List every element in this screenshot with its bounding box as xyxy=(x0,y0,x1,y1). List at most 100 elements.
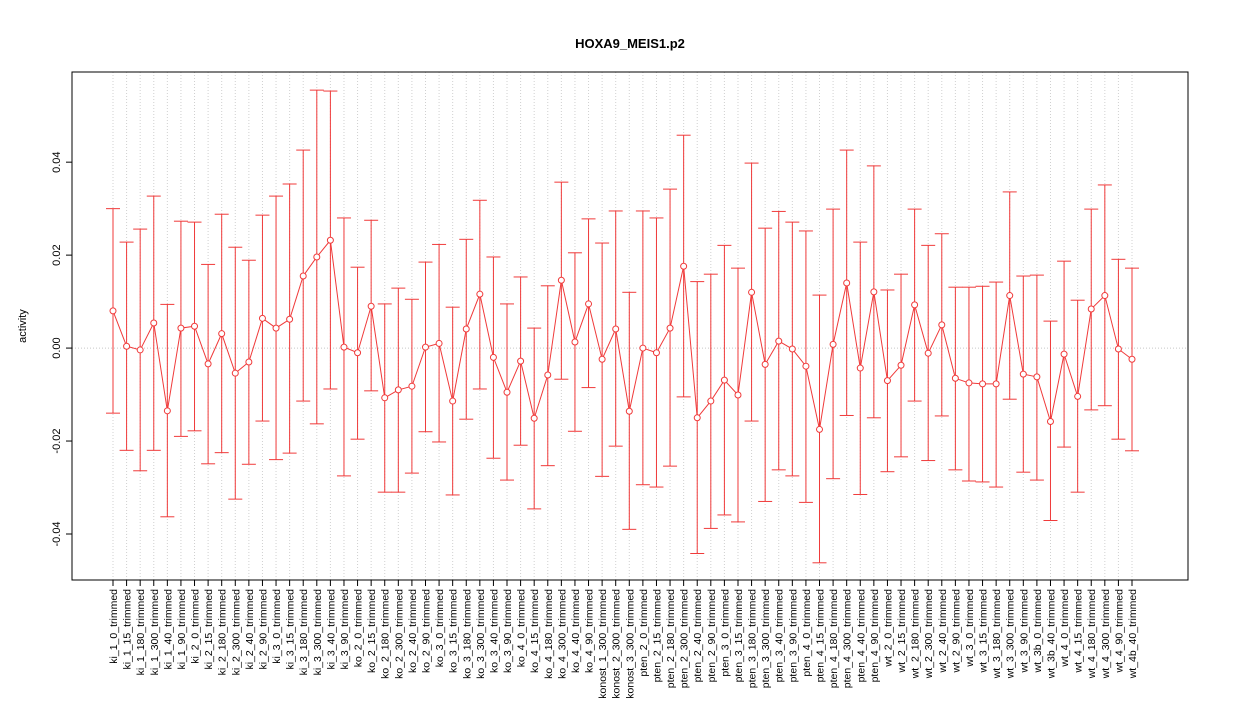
point xyxy=(218,330,226,338)
point xyxy=(1114,345,1122,353)
x-tick-label: wt_4_90_trimmed xyxy=(1113,589,1125,674)
x-tick-label: wt_3b_0_trimmed xyxy=(1032,589,1044,674)
point xyxy=(258,314,266,322)
x-tick-label: ko_2_90_trimmed xyxy=(420,589,432,673)
point xyxy=(924,349,932,357)
point xyxy=(816,425,824,433)
x-tick-label: pten_3_180_trimmed xyxy=(747,589,759,688)
point xyxy=(720,376,728,384)
point xyxy=(666,324,674,332)
point xyxy=(326,236,334,244)
x-tick-label: ko_4_300_trimmed xyxy=(556,589,568,679)
x-tick-label: wt_3_90_trimmed xyxy=(1018,589,1030,674)
y-axis-label: activity xyxy=(17,309,29,343)
point xyxy=(517,357,525,365)
x-tick-label: ko_3_0_trimmed xyxy=(434,589,446,667)
x-tick-label: wt_2_15_trimmed xyxy=(896,589,908,674)
point xyxy=(585,300,593,308)
x-tick-label: ko_4_180_trimmed xyxy=(543,589,555,679)
x-tick-label: konost_1_300_trimmed xyxy=(597,589,609,699)
x-tick-label: pten_2_180_trimmed xyxy=(665,589,677,688)
point xyxy=(748,288,756,296)
x-tick-label: ko_3_180_trimmed xyxy=(461,589,473,679)
x-tick-label: ki_3_90_trimmed xyxy=(339,589,351,670)
point xyxy=(557,276,565,284)
point xyxy=(462,325,470,333)
point xyxy=(136,346,144,354)
x-tick-label: ko_4_0_trimmed xyxy=(516,589,528,667)
x-tick-label: wt_4_180_trimmed xyxy=(1086,589,1098,679)
point xyxy=(299,272,307,280)
point xyxy=(775,337,783,345)
x-tick-label: pten_3_300_trimmed xyxy=(760,589,772,688)
x-tick-label: ko_2_300_trimmed xyxy=(393,589,405,679)
x-tick-label: wt_3b_40_trimmed xyxy=(1045,589,1057,679)
point xyxy=(191,322,199,330)
point xyxy=(449,397,457,405)
x-tick-label: ko_4_90_trimmed xyxy=(584,589,596,673)
x-tick-label: wt_2_90_trimmed xyxy=(950,589,962,674)
point xyxy=(911,301,919,309)
point xyxy=(788,345,796,353)
point xyxy=(870,288,878,296)
x-tick-label: ki_1_15_trimmed xyxy=(122,589,134,670)
point xyxy=(381,394,389,402)
x-tick-label: ki_3_40_trimmed xyxy=(325,589,337,670)
chart-title: HOXA9_MEIS1.p2 xyxy=(575,36,685,51)
x-tick-label: ki_1_40_trimmed xyxy=(162,589,174,670)
point xyxy=(354,349,362,357)
x-tick-label: pten_2_300_trimmed xyxy=(679,589,691,688)
x-tick-label: ko_2_180_trimmed xyxy=(380,589,392,679)
point xyxy=(530,414,538,422)
x-tick-label: ko_3_90_trimmed xyxy=(502,589,514,673)
point xyxy=(489,353,497,361)
series-line xyxy=(112,239,1133,430)
point xyxy=(612,325,620,333)
point xyxy=(1074,392,1082,400)
x-tick-label: pten_3_0_trimmed xyxy=(719,589,731,677)
y-tick-label: -0.04 xyxy=(51,521,63,546)
x-tick-label: wt_2_40_trimmed xyxy=(937,589,949,674)
point xyxy=(571,338,579,346)
point xyxy=(340,343,348,351)
x-tick-label: ko_3_15_trimmed xyxy=(448,589,460,673)
point xyxy=(286,315,294,323)
x-tick-label: pten_2_15_trimmed xyxy=(651,589,663,683)
point xyxy=(1101,292,1109,300)
x-tick-label: ki_2_40_trimmed xyxy=(244,589,256,670)
x-tick-label: ki_1_300_trimmed xyxy=(149,589,161,676)
point xyxy=(693,414,701,422)
point xyxy=(652,349,660,357)
y-tick-label: 0.04 xyxy=(51,151,63,172)
x-tick-label: wt_4_0_trimmed xyxy=(1059,589,1071,668)
x-tick-label: pten_3_15_trimmed xyxy=(733,589,745,683)
y-tick-label: -0.02 xyxy=(51,428,63,453)
point xyxy=(204,360,212,368)
x-tick-label: ko_2_15_trimmed xyxy=(366,589,378,673)
x-tick-label: pten_4_15_trimmed xyxy=(815,589,827,683)
x-tick-label: wt_2_0_trimmed xyxy=(882,589,894,668)
point xyxy=(245,358,253,366)
point xyxy=(897,361,905,369)
point xyxy=(313,253,321,261)
point xyxy=(951,374,959,382)
x-tick-label: ki_1_90_trimmed xyxy=(176,589,188,670)
point xyxy=(272,324,280,332)
x-tick-label: pten_4_300_trimmed xyxy=(842,589,854,688)
y-tick-label: 0.00 xyxy=(51,337,63,358)
point xyxy=(843,279,851,287)
point xyxy=(1046,418,1054,426)
y-tick-label: 0.02 xyxy=(51,244,63,265)
point xyxy=(938,321,946,329)
x-tick-label: ki_2_0_trimmed xyxy=(190,589,202,664)
point xyxy=(544,371,552,379)
point xyxy=(367,302,375,310)
x-tick-label: ki_2_180_trimmed xyxy=(217,589,229,676)
x-tick-label: wt_4_15_trimmed xyxy=(1073,589,1085,674)
x-tick-label: ko_3_40_trimmed xyxy=(488,589,500,673)
point xyxy=(1006,292,1014,300)
point xyxy=(503,388,511,396)
point xyxy=(625,407,633,415)
